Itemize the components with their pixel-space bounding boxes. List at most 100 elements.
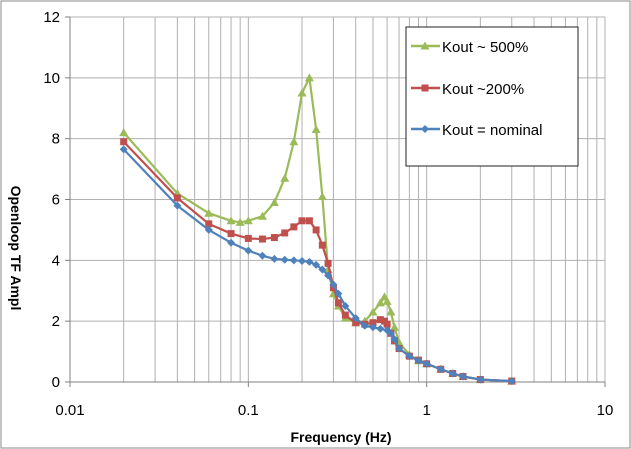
data-point xyxy=(376,324,385,333)
x-tick-label: 0.1 xyxy=(238,402,259,419)
data-point xyxy=(386,307,396,316)
data-point xyxy=(352,319,360,327)
legend-box xyxy=(405,26,579,167)
data-point xyxy=(317,191,327,200)
data-point xyxy=(405,352,414,361)
data-point xyxy=(269,198,279,207)
data-point xyxy=(312,260,321,269)
data-point xyxy=(119,145,128,154)
data-point xyxy=(227,238,236,247)
data-point xyxy=(280,173,290,182)
data-point xyxy=(204,208,214,217)
x-tick-label: 0.01 xyxy=(55,402,84,419)
y-tick-label: 4 xyxy=(52,252,60,269)
data-point xyxy=(298,256,307,265)
data-point xyxy=(422,359,431,368)
data-point xyxy=(205,220,213,228)
data-point xyxy=(351,314,360,323)
data-point xyxy=(243,216,253,225)
y-tick-label: 0 xyxy=(52,374,60,391)
data-point xyxy=(289,256,298,265)
data-point xyxy=(244,234,252,242)
y-tick-label: 10 xyxy=(43,70,60,87)
data-point xyxy=(375,298,385,307)
data-point xyxy=(226,216,236,225)
data-point xyxy=(311,125,321,134)
y-tick-label: 6 xyxy=(52,192,60,209)
data-point xyxy=(414,356,423,365)
legend-swatch-marker xyxy=(421,125,429,133)
data-point xyxy=(305,257,314,266)
data-point xyxy=(298,217,306,225)
data-point xyxy=(119,128,129,137)
data-point xyxy=(360,321,369,330)
tick-labels: 0 2 4 6 8 10 12 0.01 0.1 1 10 xyxy=(43,9,613,419)
legend-item: Kout ~200% xyxy=(411,81,524,98)
data-point xyxy=(448,369,457,378)
data-point xyxy=(318,241,326,249)
data-point xyxy=(368,323,377,332)
data-point xyxy=(459,372,468,381)
data-point xyxy=(258,251,267,260)
legend-label: Kout = nominal xyxy=(442,122,542,139)
data-point xyxy=(341,311,349,319)
x-tick-label: 10 xyxy=(597,402,614,419)
data-point xyxy=(290,223,298,231)
data-point xyxy=(258,235,266,243)
data-point xyxy=(386,329,395,338)
data-point xyxy=(312,226,320,234)
data-point xyxy=(270,254,279,263)
legend-items: Kout ~ 500% Kout ~200% Kout = nominal xyxy=(411,39,542,139)
legend: Kout ~ 500% Kout ~200% Kout = nominal xyxy=(405,26,579,167)
data-point xyxy=(389,322,399,331)
data-point xyxy=(368,307,378,316)
data-point xyxy=(369,319,377,327)
axes xyxy=(65,16,606,387)
data-point xyxy=(257,211,267,220)
data-point xyxy=(173,201,182,210)
data-point xyxy=(281,229,289,237)
data-point xyxy=(341,301,350,310)
data-point xyxy=(289,137,299,146)
data-point xyxy=(304,73,314,82)
x-tick-label: 1 xyxy=(422,402,430,419)
data-point xyxy=(395,344,404,353)
data-point xyxy=(280,255,289,264)
data-point xyxy=(436,365,445,374)
legend-swatch-marker xyxy=(420,41,430,50)
x-axis-title: Frequency (Hz) xyxy=(290,429,391,445)
legend-label: Kout ~ 500% xyxy=(442,39,528,56)
data-point xyxy=(476,375,485,384)
series-3 xyxy=(119,145,516,386)
data-point xyxy=(334,289,343,298)
legend-label: Kout ~200% xyxy=(442,81,524,98)
data-point xyxy=(324,271,333,280)
data-point xyxy=(120,138,128,146)
y-tick-label: 12 xyxy=(43,9,60,26)
data-point xyxy=(173,194,181,202)
data-point xyxy=(390,335,399,344)
data-point xyxy=(235,217,245,226)
data-point xyxy=(244,246,253,255)
data-point xyxy=(383,320,391,328)
y-tick-label: 8 xyxy=(52,131,60,148)
data-point xyxy=(382,296,392,305)
series-group xyxy=(119,73,517,386)
data-point xyxy=(297,88,307,97)
data-point xyxy=(305,217,313,225)
legend-item: Kout = nominal xyxy=(411,122,542,139)
data-point xyxy=(329,280,338,289)
legend-swatch-marker xyxy=(421,84,429,92)
y-axis-title: Openloop TF Ampl xyxy=(8,186,24,311)
data-point xyxy=(318,265,327,274)
data-point xyxy=(507,377,516,386)
data-point xyxy=(270,234,278,242)
data-point xyxy=(334,299,342,307)
data-point xyxy=(324,259,332,267)
data-point xyxy=(227,230,235,238)
data-point xyxy=(376,316,384,324)
data-point xyxy=(204,225,213,234)
y-tick-label: 2 xyxy=(52,313,60,330)
legend-item: Kout ~ 500% xyxy=(411,39,528,56)
